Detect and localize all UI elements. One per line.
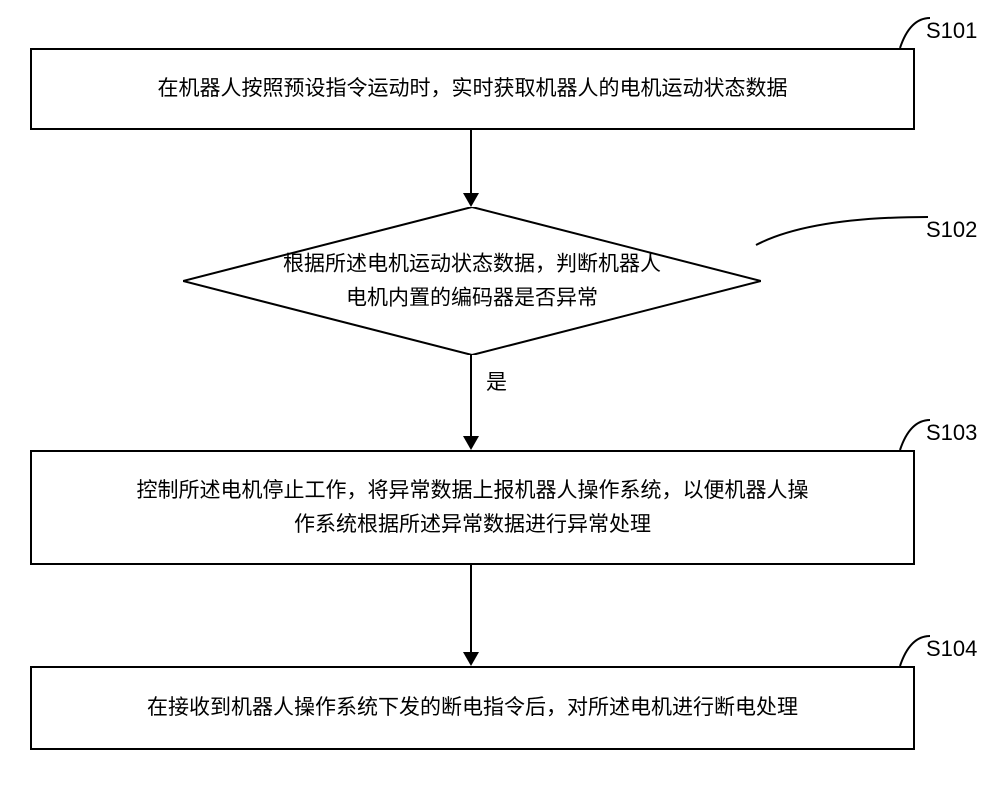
arrow-line-2 (470, 355, 472, 436)
process-box-s101: 在机器人按照预设指令运动时，实时获取机器人的电机运动状态数据 (30, 48, 915, 130)
diamond-text-line2: 电机内置的编码器是否异常 (346, 285, 598, 309)
box-text-s104: 在接收到机器人操作系统下发的断电指令后，对所述电机进行断电处理 (147, 691, 798, 725)
decision-diamond-s102: 根据所述电机运动状态数据，判断机器人 电机内置的编码器是否异常 (183, 207, 761, 355)
arrow-line-3 (470, 565, 472, 652)
box-text-s103-line1: 控制所述电机停止工作，将异常数据上报机器人操作系统，以便机器人操 (137, 478, 809, 502)
arrow-line-1 (470, 130, 472, 193)
arrow-head-3 (463, 652, 479, 666)
process-box-s103: 控制所述电机停止工作，将异常数据上报机器人操作系统，以便机器人操 作系统根据所述… (30, 450, 915, 565)
step-label-s103: S103 (926, 420, 977, 446)
edge-label-yes: 是 (486, 366, 507, 396)
box-text-s103: 控制所述电机停止工作，将异常数据上报机器人操作系统，以便机器人操 作系统根据所述… (137, 474, 809, 541)
diamond-text-s102: 根据所述电机运动状态数据，判断机器人 电机内置的编码器是否异常 (183, 247, 761, 314)
callout-line-s102 (750, 212, 930, 252)
step-label-s102: S102 (926, 217, 977, 243)
process-box-s104: 在接收到机器人操作系统下发的断电指令后，对所述电机进行断电处理 (30, 666, 915, 750)
arrow-head-1 (463, 193, 479, 207)
box-text-s103-line2: 作系统根据所述异常数据进行异常处理 (294, 512, 651, 536)
arrow-head-2 (463, 436, 479, 450)
step-label-s101: S101 (926, 18, 977, 44)
box-text-s101: 在机器人按照预设指令运动时，实时获取机器人的电机运动状态数据 (158, 72, 788, 106)
step-label-s104: S104 (926, 636, 977, 662)
flowchart-container: 在机器人按照预设指令运动时，实时获取机器人的电机运动状态数据 S101 根据所述… (0, 0, 1000, 791)
diamond-text-line1: 根据所述电机运动状态数据，判断机器人 (283, 251, 661, 275)
